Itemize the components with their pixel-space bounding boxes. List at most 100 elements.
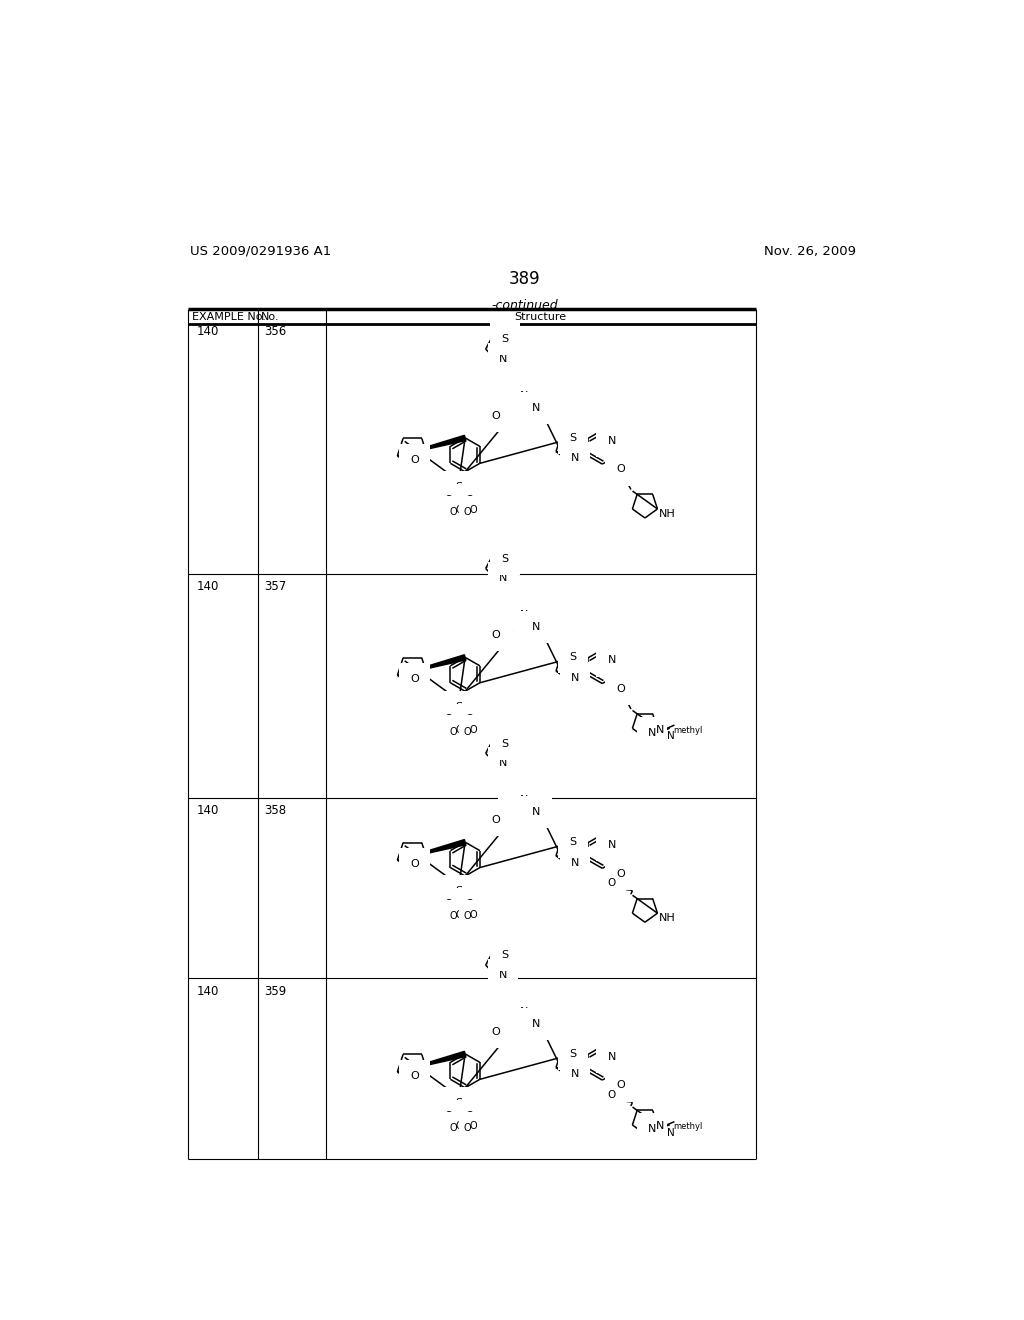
Text: O: O <box>411 455 419 465</box>
Text: N: N <box>520 795 528 805</box>
Text: H: H <box>523 1019 530 1028</box>
Text: 140: 140 <box>197 804 218 817</box>
Text: O: O <box>492 814 501 825</box>
Text: 140: 140 <box>197 326 218 338</box>
Text: S: S <box>502 950 509 961</box>
Text: N: N <box>499 354 507 364</box>
Text: H: H <box>523 403 530 413</box>
Text: N: N <box>520 391 528 400</box>
Text: O: O <box>469 1121 477 1131</box>
Text: O: O <box>466 714 474 723</box>
Text: N: N <box>532 622 541 632</box>
Text: O: O <box>466 899 474 908</box>
Text: O: O <box>492 1027 501 1036</box>
Text: O: O <box>616 869 626 879</box>
Text: US 2009/0291936 A1: US 2009/0291936 A1 <box>190 244 331 257</box>
Text: 140: 140 <box>197 985 218 998</box>
Text: N: N <box>571 1069 580 1080</box>
Text: N: N <box>520 1007 528 1016</box>
Text: O: O <box>455 909 463 920</box>
Text: Structure: Structure <box>515 312 566 322</box>
Text: O: O <box>492 411 501 421</box>
Text: 140: 140 <box>197 581 218 594</box>
Text: O: O <box>411 1071 419 1081</box>
Text: O: O <box>450 911 458 921</box>
Text: O: O <box>444 899 453 908</box>
Text: S: S <box>502 334 509 345</box>
Text: O: O <box>509 380 517 389</box>
Text: O: O <box>450 1123 458 1133</box>
Text: No.: No. <box>261 312 280 322</box>
Text: O: O <box>455 725 463 735</box>
Text: N: N <box>667 1127 675 1138</box>
Text: N: N <box>571 858 580 867</box>
Text: N: N <box>520 610 528 620</box>
Text: S: S <box>456 482 463 492</box>
Text: N: N <box>648 1125 656 1134</box>
Text: O: O <box>466 1110 474 1121</box>
Text: H: H <box>523 807 530 817</box>
Text: 389: 389 <box>509 271 541 288</box>
Polygon shape <box>397 655 466 676</box>
Text: N: N <box>532 403 541 413</box>
Text: O: O <box>509 599 517 610</box>
Text: O: O <box>444 1110 453 1121</box>
Text: O: O <box>466 495 474 504</box>
Text: N: N <box>607 656 615 665</box>
Text: O: O <box>450 507 458 517</box>
Text: O: O <box>411 675 419 684</box>
Polygon shape <box>397 1051 466 1072</box>
Text: N: N <box>532 807 541 817</box>
Text: S: S <box>569 433 577 442</box>
Text: N: N <box>607 436 615 446</box>
Text: S: S <box>502 739 509 748</box>
Text: 359: 359 <box>264 985 287 998</box>
Text: N: N <box>648 727 656 738</box>
Text: O: O <box>455 1121 463 1131</box>
Text: O: O <box>450 726 458 737</box>
Text: O: O <box>607 878 615 888</box>
Text: S: S <box>502 554 509 564</box>
Text: NH: NH <box>658 913 676 924</box>
Text: O: O <box>469 909 477 920</box>
Polygon shape <box>397 436 466 455</box>
Text: O: O <box>444 495 453 504</box>
Text: N: N <box>656 1121 665 1131</box>
Text: N: N <box>571 454 580 463</box>
Text: O: O <box>607 1090 615 1100</box>
Text: O: O <box>444 714 453 723</box>
Text: S: S <box>569 837 577 847</box>
Text: O: O <box>464 1123 471 1133</box>
Text: O: O <box>464 507 471 517</box>
Text: EXAMPLE No.: EXAMPLE No. <box>191 312 265 322</box>
Text: S: S <box>456 887 463 896</box>
Text: Nov. 26, 2009: Nov. 26, 2009 <box>765 244 856 257</box>
Text: 356: 356 <box>264 326 287 338</box>
Text: N: N <box>656 725 665 735</box>
Text: O: O <box>455 506 463 515</box>
Text: O: O <box>411 859 419 869</box>
Text: O: O <box>469 725 477 735</box>
Text: O: O <box>616 1081 626 1090</box>
Text: S: S <box>569 652 577 663</box>
Text: NH: NH <box>658 510 676 519</box>
Text: O: O <box>469 506 477 515</box>
Text: -continued: -continued <box>492 300 558 313</box>
Text: S: S <box>456 702 463 711</box>
Text: S: S <box>569 1049 577 1059</box>
Text: O: O <box>492 630 501 640</box>
Text: 358: 358 <box>264 804 287 817</box>
Text: N: N <box>571 673 580 682</box>
Polygon shape <box>397 840 466 861</box>
Text: O: O <box>509 784 517 795</box>
Text: N: N <box>499 970 507 979</box>
Text: 357: 357 <box>264 581 287 594</box>
Text: N: N <box>607 1052 615 1063</box>
Text: N: N <box>607 841 615 850</box>
Text: O: O <box>464 911 471 921</box>
Text: N: N <box>499 758 507 768</box>
Text: N: N <box>532 1019 541 1028</box>
Text: N: N <box>499 573 507 583</box>
Text: O: O <box>616 465 626 474</box>
Text: S: S <box>456 1098 463 1109</box>
